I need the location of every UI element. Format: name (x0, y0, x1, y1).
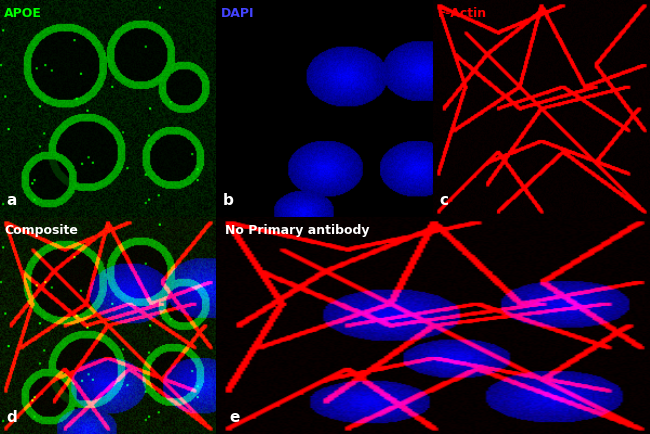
Text: DAPI: DAPI (221, 7, 254, 20)
Text: c: c (440, 193, 449, 208)
Text: e: e (229, 410, 240, 425)
Text: F-Actin: F-Actin (437, 7, 487, 20)
Text: a: a (6, 193, 17, 208)
Text: d: d (6, 410, 17, 425)
Text: APOE: APOE (5, 7, 42, 20)
Text: No Primary antibody: No Primary antibody (226, 224, 370, 237)
Text: Composite: Composite (5, 224, 78, 237)
Text: b: b (223, 193, 234, 208)
